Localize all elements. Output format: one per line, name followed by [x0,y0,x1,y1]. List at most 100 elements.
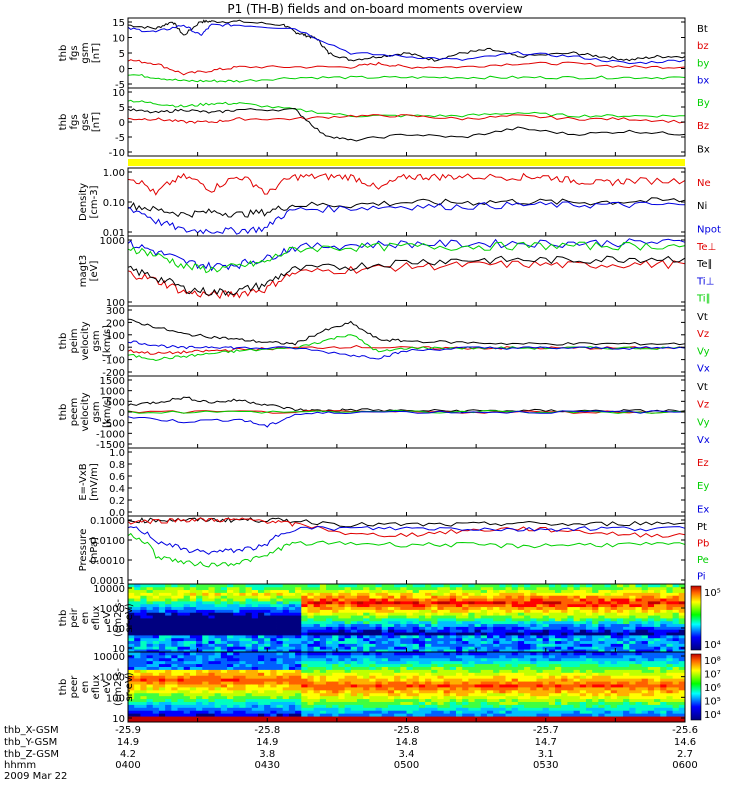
spectrogram-cell [555,669,562,673]
spectrogram-cell [616,618,624,622]
spectrogram-cell [257,689,265,694]
spectrogram-cell [493,620,500,625]
spectrogram-cell [431,719,438,723]
spectrogram-cell [165,654,172,659]
colorbar-tick-label: 10⁴ [704,710,721,721]
spectrogram-cell [678,589,686,593]
spectrogram-cell [456,601,463,605]
legend-label: Bx [697,144,710,155]
spectrogram-cell [227,643,234,647]
spectrogram-cell [474,701,482,705]
spectrogram-cell [356,687,364,691]
spectrogram-cell [177,637,185,642]
spectrogram-cell [202,589,209,593]
spectrogram-cell [338,663,346,667]
spectrogram-cell [592,623,599,627]
spectrogram-cell [196,675,203,679]
spectrogram-cell [555,606,562,610]
spectrogram-cell [146,666,154,670]
spectrogram-cell [326,620,333,625]
spectrogram-cell [530,660,537,665]
spectrogram-cell [282,598,290,602]
spectrogram-cell [313,678,321,682]
spectrogram-cell [276,713,284,717]
spectrogram-cell [394,618,401,622]
spectrogram-cell [437,687,445,691]
spectrogram-cell [128,707,135,711]
spectrogram-cell [270,609,277,613]
spectrogram-cell [486,681,494,685]
spectrogram-cell [486,669,494,673]
spectrogram-cell [375,635,383,639]
spectrogram-cell [189,615,197,619]
spectrogram-cell [412,584,420,588]
spectrogram-cell [270,672,277,676]
spectrogram-cell [511,635,519,639]
spectrogram-cell [623,652,630,656]
spectrogram-cell [511,698,519,702]
spectrogram-cell [678,713,686,717]
spectrogram-cell [647,707,655,711]
spectrogram-cell [672,635,680,639]
spectrogram-cell [134,692,141,697]
spectrogram-cell [134,719,141,723]
spectrogram-cell [524,623,531,627]
spectrogram-cell [592,684,599,688]
spectrogram-cell [202,635,209,639]
spectrogram-cell [134,654,141,659]
spectrogram-cell [326,710,333,714]
spectrogram-cell [493,704,500,708]
y-axis-label: E=-VxB [78,463,89,500]
colorbar-tick-label: 10⁵ [704,697,721,708]
panel-8: PtPbPePi0.10000.01000.00100.0001Pressure… [78,515,709,587]
spectrogram-cell [641,595,649,599]
spectrogram-cell [251,689,259,694]
spectrogram-cell [214,654,222,659]
spectrogram-cell [524,646,531,650]
spectrogram-cell [462,609,469,613]
spectrogram-cell [456,701,463,705]
spectrogram-cell [332,595,339,599]
spectrogram-cell [592,652,599,656]
spectrogram-cell [245,698,253,702]
spectrogram-cell [567,672,574,676]
spectrogram-cell [561,640,568,644]
spectrogram-cell [406,678,414,682]
spectrogram-cell [437,701,445,705]
spectrogram-cell [468,666,475,670]
spectrogram-cell [257,684,265,688]
spectrogram-cell [313,586,321,591]
spectrogram-cell [610,672,618,676]
spectrogram-cell [313,629,321,633]
spectrogram-cell [592,609,599,613]
spectrogram-cell [678,701,686,705]
spectrogram-cell [542,595,550,599]
spectrogram-cell [233,701,240,705]
spectrogram-cell [356,620,364,625]
spectrogram-cell [666,710,674,714]
spectrogram-cell [623,592,630,596]
spectrogram-cell [425,652,432,656]
spectrogram-cell [616,640,624,644]
spectrogram-cell [406,586,414,591]
spectrogram-cell [196,632,203,636]
spectrogram-cell [326,601,333,605]
spectrogram-cell [511,629,519,633]
spectrogram-cell [158,646,166,650]
spectrogram-cell [319,601,327,605]
spectrogram-cell [239,618,246,622]
footer-value: 14.8 [395,737,417,748]
spectrogram-cell [140,609,147,613]
spectrogram-cell [548,707,556,711]
spectrogram-cell [647,586,655,591]
spectrogram-cell [524,657,531,662]
spectrogram-cell [301,603,308,608]
spectrogram-cell [189,710,197,714]
spectrogram-cell [579,675,587,679]
spectrogram-cell [196,646,203,650]
spectrogram-cell [158,635,166,639]
spectrogram-cell [579,689,587,694]
spectrogram-cell [264,695,271,700]
spectrogram-cell [431,698,438,702]
spectrogram-cell [486,623,494,627]
